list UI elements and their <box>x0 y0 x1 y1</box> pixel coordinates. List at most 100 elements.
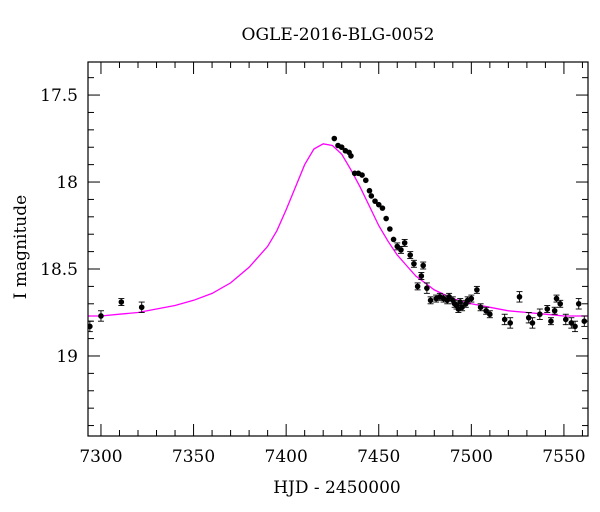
data-point <box>557 299 564 308</box>
data-point <box>486 310 493 319</box>
point-marker <box>516 294 523 300</box>
point-marker <box>98 313 104 319</box>
plot-frame <box>87 61 589 437</box>
point-marker <box>407 252 414 258</box>
data-point <box>118 298 125 306</box>
data-points <box>88 135 588 333</box>
point-marker <box>362 177 369 184</box>
data-point <box>483 306 490 315</box>
x-tick-label: 7550 <box>542 447 585 467</box>
point-marker <box>468 295 475 302</box>
point-marker <box>118 299 125 305</box>
data-point <box>516 291 523 303</box>
point-marker <box>414 283 421 290</box>
plot-area <box>88 135 588 333</box>
data-point <box>383 215 389 222</box>
point-marker <box>548 318 554 324</box>
point-marker <box>331 135 338 142</box>
point-marker <box>379 205 386 211</box>
point-marker <box>372 198 378 204</box>
data-point <box>507 317 514 329</box>
data-point <box>138 301 145 313</box>
data-point <box>572 320 579 333</box>
data-point <box>338 144 345 151</box>
data-point <box>459 303 466 312</box>
data-point <box>551 306 558 315</box>
point-marker <box>411 260 417 267</box>
data-point <box>477 303 484 312</box>
point-marker <box>483 307 489 314</box>
data-point <box>547 317 554 326</box>
data-point <box>397 245 404 254</box>
data-point <box>529 317 536 329</box>
point-marker <box>383 215 389 222</box>
point-marker <box>359 172 365 178</box>
y-tick-label: 18.5 <box>40 260 78 280</box>
point-marker <box>375 201 382 208</box>
data-point <box>387 226 393 232</box>
point-marker <box>390 236 397 243</box>
data-point <box>407 251 414 260</box>
point-marker <box>537 311 543 318</box>
point-marker <box>368 193 375 199</box>
data-point <box>544 305 551 313</box>
point-marker <box>557 300 564 307</box>
data-point <box>575 298 582 310</box>
point-marker <box>544 306 551 312</box>
x-tick-label: 7450 <box>357 447 400 467</box>
point-marker <box>572 323 578 330</box>
point-marker <box>487 311 493 318</box>
data-point <box>562 313 569 326</box>
point-marker <box>394 243 401 250</box>
x-tick-label: 7350 <box>172 447 215 467</box>
point-marker <box>501 316 508 323</box>
data-point <box>468 294 475 303</box>
data-point <box>331 135 338 142</box>
data-point <box>372 198 378 204</box>
point-marker <box>474 287 480 293</box>
model-curve <box>88 143 588 317</box>
point-marker <box>562 316 569 323</box>
data-point <box>401 238 408 247</box>
data-point <box>536 308 543 320</box>
point-marker <box>459 304 465 311</box>
data-point <box>366 187 373 194</box>
point-marker <box>477 304 484 311</box>
point-marker <box>575 300 582 307</box>
y-tick-label: 19 <box>56 347 78 367</box>
point-marker <box>420 262 426 269</box>
y-axis-label: I magnitude <box>11 195 31 299</box>
point-marker <box>418 273 425 279</box>
axis-ticks <box>88 62 588 436</box>
data-point <box>581 315 588 327</box>
point-marker <box>138 304 145 311</box>
data-point <box>420 261 427 270</box>
point-marker <box>529 320 536 326</box>
point-marker <box>401 240 408 246</box>
point-marker <box>88 323 93 330</box>
data-point <box>348 153 354 159</box>
data-point <box>410 259 417 268</box>
x-tick-label: 7400 <box>265 447 308 467</box>
data-point <box>418 272 425 280</box>
point-marker <box>525 314 532 321</box>
data-point <box>473 285 480 294</box>
point-marker <box>424 285 430 291</box>
y-tick-label: 17.5 <box>40 86 78 106</box>
point-marker <box>366 187 373 194</box>
data-point <box>423 282 430 294</box>
point-marker <box>446 294 452 300</box>
data-point <box>414 282 421 291</box>
data-point <box>501 313 508 326</box>
tick-labels: 7300 7350 7400 7450 7500 7550 17.5 18 18.5 19 <box>40 86 585 467</box>
data-point <box>359 172 365 178</box>
point-marker <box>581 318 588 324</box>
data-point <box>427 296 434 305</box>
y-tick-label: 18 <box>56 173 78 193</box>
x-tick-label: 7300 <box>79 447 122 467</box>
data-point <box>362 177 369 184</box>
point-marker <box>348 153 354 159</box>
point-marker <box>338 144 345 151</box>
data-point <box>375 201 382 208</box>
